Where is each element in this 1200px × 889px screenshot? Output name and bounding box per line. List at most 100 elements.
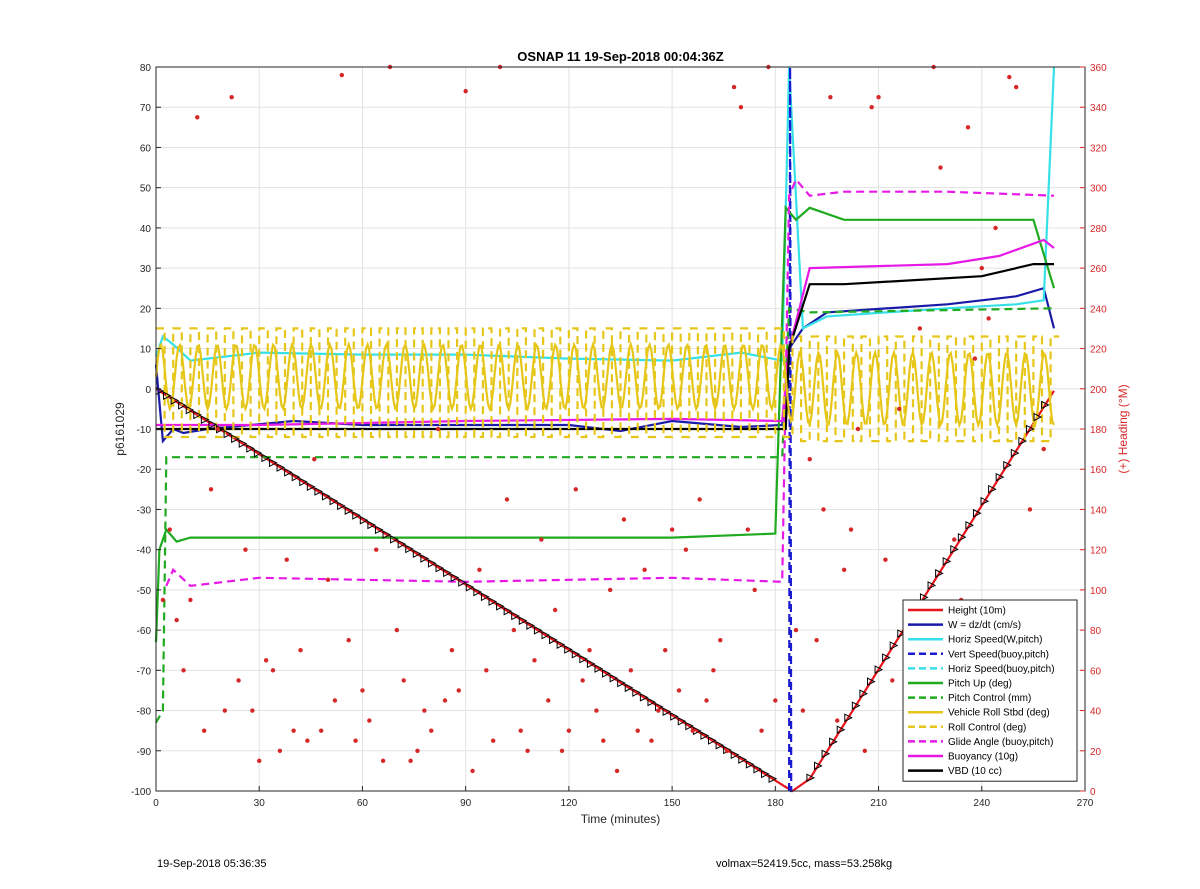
y-tick-label: 20 — [140, 304, 152, 315]
heading-point — [848, 527, 854, 532]
height-marker — [382, 530, 392, 539]
height-marker — [200, 415, 210, 424]
heading-point — [367, 718, 372, 723]
heading-point — [360, 688, 365, 693]
height-marker — [541, 630, 551, 640]
height-marker — [753, 764, 763, 774]
height-marker — [284, 468, 293, 477]
y-tick-label: 0 — [145, 385, 151, 396]
legend-label-vbd-10-cc: VBD (10 cc) — [948, 766, 1002, 777]
height-marker — [458, 578, 467, 587]
heading-point — [463, 88, 468, 94]
y-right-tick-label: 200 — [1090, 385, 1107, 396]
height-marker — [337, 501, 346, 511]
height-marker — [624, 683, 634, 693]
heading-point — [305, 738, 310, 743]
heading-point — [731, 84, 737, 90]
y-right-tick-label: 60 — [1090, 666, 1102, 677]
heading-point — [422, 708, 427, 713]
y-tick-label: 70 — [140, 103, 152, 114]
heading-point — [669, 527, 675, 532]
y-right-tick-label: 100 — [1090, 586, 1107, 597]
legend-label-pitch-control-mm: Pitch Control (mm) — [948, 693, 1031, 704]
height-marker — [526, 621, 535, 630]
y-tick-label: 30 — [140, 264, 152, 275]
heading-point — [243, 547, 248, 552]
height-marker — [874, 665, 884, 674]
height-marker — [685, 721, 694, 731]
heading-point — [566, 728, 572, 733]
height-marker — [374, 525, 384, 535]
heading-point — [890, 678, 895, 683]
height-marker — [806, 773, 816, 783]
heading-point — [718, 637, 723, 643]
x-tick-label: 150 — [664, 798, 681, 809]
height-marker — [261, 453, 271, 463]
height-marker — [390, 535, 399, 544]
heading-point — [649, 738, 654, 743]
heading-point — [257, 758, 262, 764]
height-marker — [950, 545, 959, 554]
height-marker — [443, 568, 452, 578]
height-marker — [851, 701, 861, 710]
heading-point — [601, 738, 606, 743]
legend-label-horiz-speed-buoy-pitch: Horiz Speed(buoy,pitch) — [948, 664, 1055, 675]
heading-point — [835, 718, 840, 723]
y-right-tick-label: 20 — [1090, 747, 1102, 758]
height-marker — [231, 434, 240, 444]
heading-point — [270, 668, 276, 673]
height-marker — [813, 761, 823, 771]
heading-point — [312, 456, 317, 462]
heading-point — [201, 728, 207, 733]
height-marker — [927, 581, 937, 590]
y-tick-label: -80 — [137, 707, 152, 718]
height-marker — [617, 678, 626, 688]
height-marker — [518, 616, 528, 626]
y-right-tick-label: 120 — [1090, 546, 1107, 557]
heading-point — [490, 738, 496, 743]
heading-point — [525, 748, 530, 753]
heading-point — [456, 688, 461, 693]
height-marker — [253, 448, 263, 458]
series-glide-angle-buoy-pitch — [165, 177, 1055, 588]
height-marker — [1010, 448, 1020, 458]
heading-point — [965, 125, 971, 130]
heading-point — [697, 497, 702, 502]
legend-label-roll-control-deg: Roll Control (deg) — [948, 722, 1026, 733]
height-marker — [859, 689, 869, 698]
height-marker — [450, 573, 460, 582]
height-marker — [268, 458, 278, 468]
heading-point — [841, 567, 847, 572]
heading-point — [332, 698, 338, 703]
height-marker — [844, 713, 853, 723]
height-marker — [988, 484, 997, 494]
heading-point — [222, 708, 228, 713]
height-marker — [533, 625, 543, 635]
heading-point — [1013, 84, 1019, 90]
y-right-tick-label: 0 — [1090, 787, 1096, 798]
height-marker — [821, 749, 831, 759]
height-marker — [632, 688, 641, 697]
heading-point — [573, 487, 578, 492]
height-marker — [995, 472, 1005, 482]
height-marker — [639, 693, 649, 702]
heading-point — [1007, 74, 1012, 80]
heading-point — [628, 668, 634, 673]
height-marker — [708, 736, 717, 745]
height-marker — [170, 396, 180, 405]
y-right-tick-label: 40 — [1090, 707, 1102, 718]
heading-point — [532, 658, 537, 663]
y-tick-label: -60 — [137, 626, 152, 637]
y-tick-label: -50 — [137, 586, 152, 597]
height-marker — [889, 641, 899, 650]
height-marker — [556, 640, 566, 649]
height-marker — [208, 420, 218, 429]
heading-point — [552, 607, 558, 613]
heading-point — [614, 768, 620, 774]
heading-point — [208, 487, 214, 492]
heading-point — [1041, 446, 1046, 452]
heading-point — [952, 537, 957, 542]
legend-box — [902, 599, 1078, 782]
height-marker — [549, 635, 558, 645]
heading-point — [449, 648, 455, 653]
